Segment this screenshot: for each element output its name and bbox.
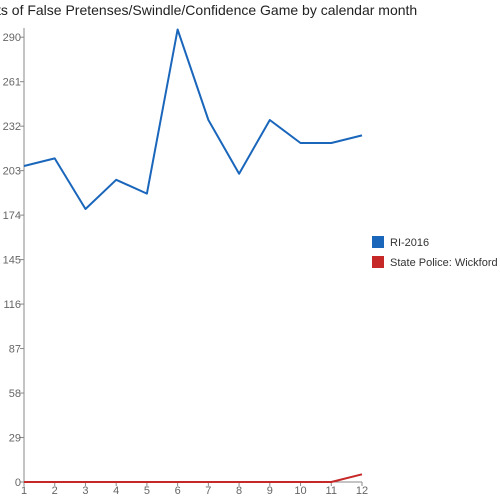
y-tick-label: 174 — [3, 210, 21, 222]
legend: RI-2016 State Police: Wickford — [372, 236, 498, 269]
axes — [23, 28, 362, 483]
x-tick-label: 7 — [205, 485, 211, 497]
y-tick-label: 261 — [3, 77, 21, 89]
x-tick-label: 9 — [267, 485, 273, 497]
chart-title: ts of False Pretenses/Swindle/Confidence… — [0, 2, 418, 18]
x-tick-label: 2 — [52, 485, 58, 497]
y-tick-label: 58 — [9, 388, 21, 400]
y-tick-label: 290 — [3, 32, 21, 44]
y-tick-label: 0 — [15, 477, 21, 489]
x-tick-label: 10 — [294, 485, 306, 497]
x-tick-label: 11 — [326, 485, 337, 497]
legend-label: State Police: Wickford — [390, 257, 498, 269]
y-tick-label: 145 — [3, 255, 21, 267]
series-line-1 — [23, 28, 363, 210]
y-tick-label: 203 — [3, 166, 21, 178]
y-tick-label: 87 — [9, 344, 21, 356]
x-tick-label: 5 — [144, 485, 150, 497]
x-tick-label: 6 — [175, 485, 181, 497]
x-tick-label: 3 — [82, 485, 88, 497]
y-axis-ticks: 0 29 58 87 116 145 174 203 232 261 290 — [3, 32, 24, 489]
series-lines — [23, 28, 363, 483]
legend-label: RI-2016 — [390, 237, 429, 249]
series-line-2 — [24, 473, 363, 483]
legend-swatch — [372, 256, 384, 268]
legend-swatch — [372, 236, 384, 248]
y-tick-label: 29 — [9, 433, 21, 445]
y-tick-label: 116 — [3, 299, 21, 311]
x-tick-label: 4 — [113, 485, 119, 497]
y-tick-label: 232 — [3, 121, 21, 133]
x-axis-ticks: 1 2 3 4 5 6 7 8 9 10 11 12 — [21, 482, 368, 497]
x-tick-label: 1 — [21, 485, 27, 497]
x-tick-label: 8 — [236, 485, 242, 497]
x-tick-label: 12 — [356, 485, 368, 497]
